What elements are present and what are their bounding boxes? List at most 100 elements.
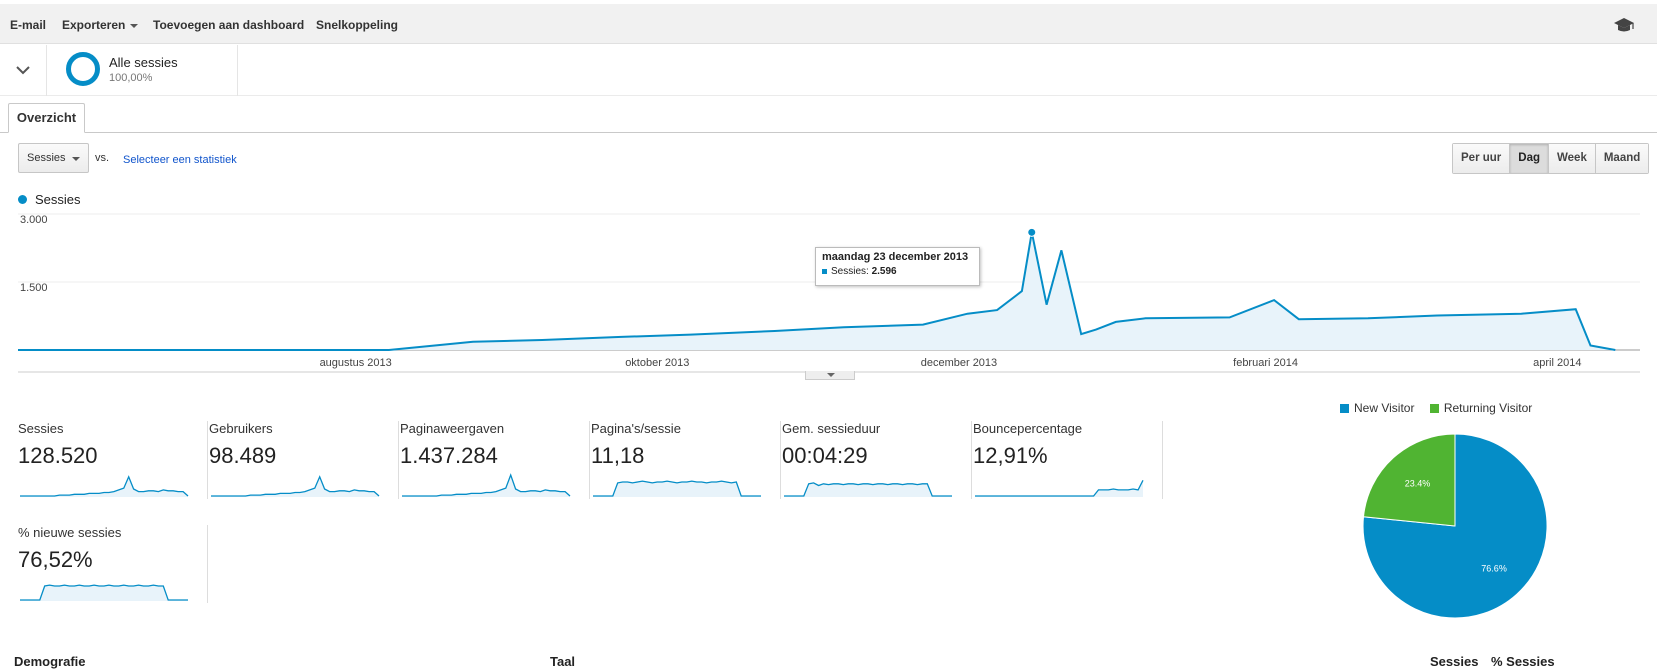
range-month[interactable]: Maand <box>1594 144 1649 173</box>
range-week[interactable]: Week <box>1548 144 1595 173</box>
sparkline-line <box>20 584 188 601</box>
sparkline-area <box>975 480 1143 497</box>
metric-tile[interactable]: Bouncepercentage 12,91% <box>973 421 1163 499</box>
report-toolbar: E-mail Exporteren Toevoegen aan dashboar… <box>0 4 1657 44</box>
segment-name: Alle sessies <box>109 55 178 70</box>
metric-tile[interactable]: Gebruikers 98.489 <box>209 421 399 499</box>
tooltip-label: Sessies: <box>831 266 869 277</box>
swatch-icon <box>1340 404 1349 413</box>
x-tick-label: april 2014 <box>1533 357 1581 369</box>
metric-select-label: Sessies <box>27 152 66 164</box>
vs-label: vs. <box>95 152 110 164</box>
segment-bar: Alle sessies 100,00% <box>0 45 1657 96</box>
segment-toggle[interactable] <box>0 45 47 96</box>
y-tick-label: 1.500 <box>20 282 48 294</box>
metric-sparkline <box>593 480 761 497</box>
metric-label: Gebruikers <box>209 421 273 436</box>
visitor-pie-chart[interactable]: 76.6% 23.4% <box>1355 432 1555 632</box>
series-swatch-icon <box>822 268 827 274</box>
metric-label: Gem. sessieduur <box>782 421 881 436</box>
tooltip-value-line: Sessies: 2.596 <box>822 266 973 277</box>
x-tick-label: oktober 2013 <box>625 357 689 369</box>
caret-down-icon <box>72 157 80 161</box>
metric-label: Paginaweergaven <box>400 421 505 436</box>
metric-tile[interactable]: Gem. sessieduur 00:04:29 <box>782 421 972 499</box>
pie-label-new: 76.6% <box>1481 563 1507 573</box>
metric-sparkline <box>402 473 571 497</box>
sessions-column-header[interactable]: Sessies <box>1430 654 1479 669</box>
sparkline-line <box>975 480 1144 497</box>
legend-returning-label: Returning Visitor <box>1443 401 1533 415</box>
email-button[interactable]: E-mail <box>10 18 47 32</box>
x-tick-label: februari 2014 <box>1233 357 1298 369</box>
x-tick-label: augustus 2013 <box>320 357 392 369</box>
sessions-percent-column-header[interactable]: % Sessies <box>1491 654 1555 669</box>
pie-legend: New Visitor Returning Visitor <box>1340 401 1532 415</box>
graduation-cap-icon[interactable] <box>1613 16 1635 34</box>
metric-value: 1.437.284 <box>400 443 498 468</box>
metric-tile[interactable]: Pagina's/sessie 11,18 <box>591 421 781 499</box>
sparkline-line <box>593 480 761 497</box>
x-tick-label: december 2013 <box>921 357 997 369</box>
metric-value: 00:04:29 <box>782 443 868 468</box>
metric-value: 12,91% <box>973 443 1048 468</box>
range-per-hour[interactable]: Per uur <box>1453 144 1510 173</box>
sparkline-line <box>402 473 571 497</box>
legend-dot-icon <box>18 195 27 204</box>
y-tick-label: 3.000 <box>20 214 48 226</box>
metric-tile[interactable]: Paginaweergaven 1.437.284 <box>400 421 590 499</box>
sparkline-area <box>20 476 188 497</box>
metric-label: Pagina's/sessie <box>591 421 681 436</box>
add-to-dashboard-button[interactable]: Toevoegen aan dashboard <box>153 18 305 32</box>
metric-select[interactable]: Sessies <box>18 143 89 173</box>
sparkline-area <box>402 475 570 497</box>
metric-label: Sessies <box>18 421 64 436</box>
metric-label: Bouncepercentage <box>973 421 1083 436</box>
sessions-area <box>18 232 1616 350</box>
caret-down-icon <box>130 23 139 28</box>
metric-sparkline <box>975 480 1144 497</box>
sparkline-area <box>593 481 761 497</box>
legend-item-new[interactable]: New Visitor <box>1340 401 1414 415</box>
legend-label: Sessies <box>35 192 81 207</box>
metric-sparkline <box>784 482 952 497</box>
shortcut-button[interactable]: Snelkoppeling <box>316 18 399 32</box>
legend-item-returning[interactable]: Returning Visitor <box>1429 401 1533 415</box>
sparkline-area <box>20 585 188 601</box>
hover-point[interactable] <box>1027 227 1037 237</box>
metric-value: 11,18 <box>591 443 645 468</box>
sparkline-area <box>211 476 379 497</box>
metric-value: 98.489 <box>209 443 277 468</box>
metric-tile[interactable]: % nieuwe sessies 76,52% <box>18 525 208 603</box>
metric-sparkline <box>20 584 188 601</box>
segment-ring-icon <box>66 52 100 86</box>
export-menu[interactable]: Exporteren <box>62 18 139 32</box>
tooltip-value: 2.596 <box>871 266 897 277</box>
metric-tile[interactable]: Sessies 128.520 <box>18 421 208 499</box>
metric-sparkline <box>211 475 380 497</box>
chart-legend[interactable]: Sessies <box>18 192 81 207</box>
select-statistic-link[interactable]: Selecteer een statistiek <box>123 154 237 166</box>
sessions-line <box>18 232 1616 351</box>
metric-value: 128.520 <box>18 443 98 468</box>
export-label: Exporteren <box>62 18 126 32</box>
language-heading: Taal <box>550 654 576 669</box>
time-range-group: Per uur Dag Week Maand <box>1452 143 1650 174</box>
pie-label-returning: 23.4% <box>1405 479 1431 489</box>
tab-overview[interactable]: Overzicht <box>8 103 85 133</box>
metric-value: 76,52% <box>18 547 93 572</box>
chart-collapse-handle[interactable] <box>805 371 855 380</box>
sparkline-line <box>211 475 380 497</box>
chevron-down-icon <box>16 66 30 75</box>
chart-tooltip: maandag 23 december 2013 Sessies: 2.596 <box>815 247 980 286</box>
sessions-chart[interactable]: 3.000 1.500 augustus 2013 oktober 2013 dec… <box>0 205 1657 375</box>
pie-slice-returning-visitor[interactable] <box>1362 433 1456 527</box>
segment-card[interactable]: Alle sessies 100,00% <box>48 45 238 96</box>
tooltip-title: maandag 23 december 2013 <box>822 251 969 263</box>
segment-percent: 100,00% <box>109 72 153 84</box>
demographics-heading: Demografie <box>14 654 86 669</box>
range-day[interactable]: Dag <box>1509 144 1548 173</box>
swatch-icon <box>1429 404 1439 413</box>
tab-divider <box>0 132 1657 133</box>
metric-label: % nieuwe sessies <box>18 525 122 540</box>
